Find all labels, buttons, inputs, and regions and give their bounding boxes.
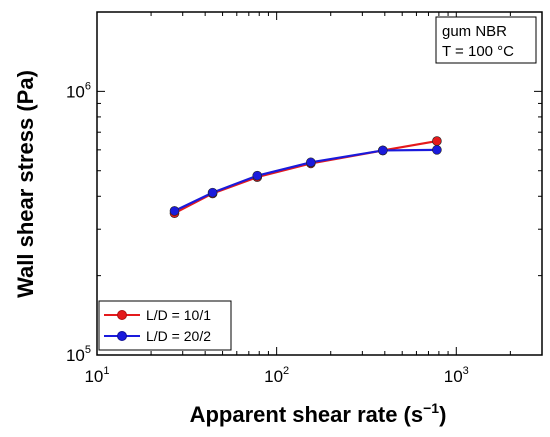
data-point [207,187,218,198]
legend-marker-series-1 [117,310,127,320]
data-point [306,157,316,168]
legend-label-series-1: L/D = 10/1 [146,307,211,323]
series-line [174,148,437,212]
legend-marker-series-2 [117,331,127,341]
axis-ticks [96,11,543,356]
data-point [432,145,442,155]
series-line [173,139,438,215]
data-point [252,170,263,181]
series-layer [169,136,442,219]
x-tick-label: 101 [84,365,109,386]
legend-label-series-2: L/D = 20/2 [146,328,211,344]
data-point [169,206,180,216]
y-axis-title: Wall shear stress (Pa) [13,70,38,298]
x-axis-title-exponent: −1 [423,400,439,416]
data-point [378,145,388,156]
x-tick-label: 102 [264,365,289,386]
annotation-temperature: T = 100 °C [442,43,514,60]
series-1 [169,136,442,219]
x-tick-label: 103 [444,365,469,386]
annotation-box: gum NBR T = 100 °C [435,16,537,64]
y-tick-label: 106 [66,80,91,101]
series-2 [169,145,442,216]
legend: L/D = 10/1 L/D = 20/2 [98,300,232,351]
data-point [432,136,442,146]
plot-frame [96,11,543,356]
y-tick-label: 105 [66,344,91,365]
x-axis-title: Apparent shear rate (s−1) [190,400,447,427]
annotation-material: gum NBR [442,23,507,40]
tick-labels: 101 102 103 105 106 [66,80,469,386]
